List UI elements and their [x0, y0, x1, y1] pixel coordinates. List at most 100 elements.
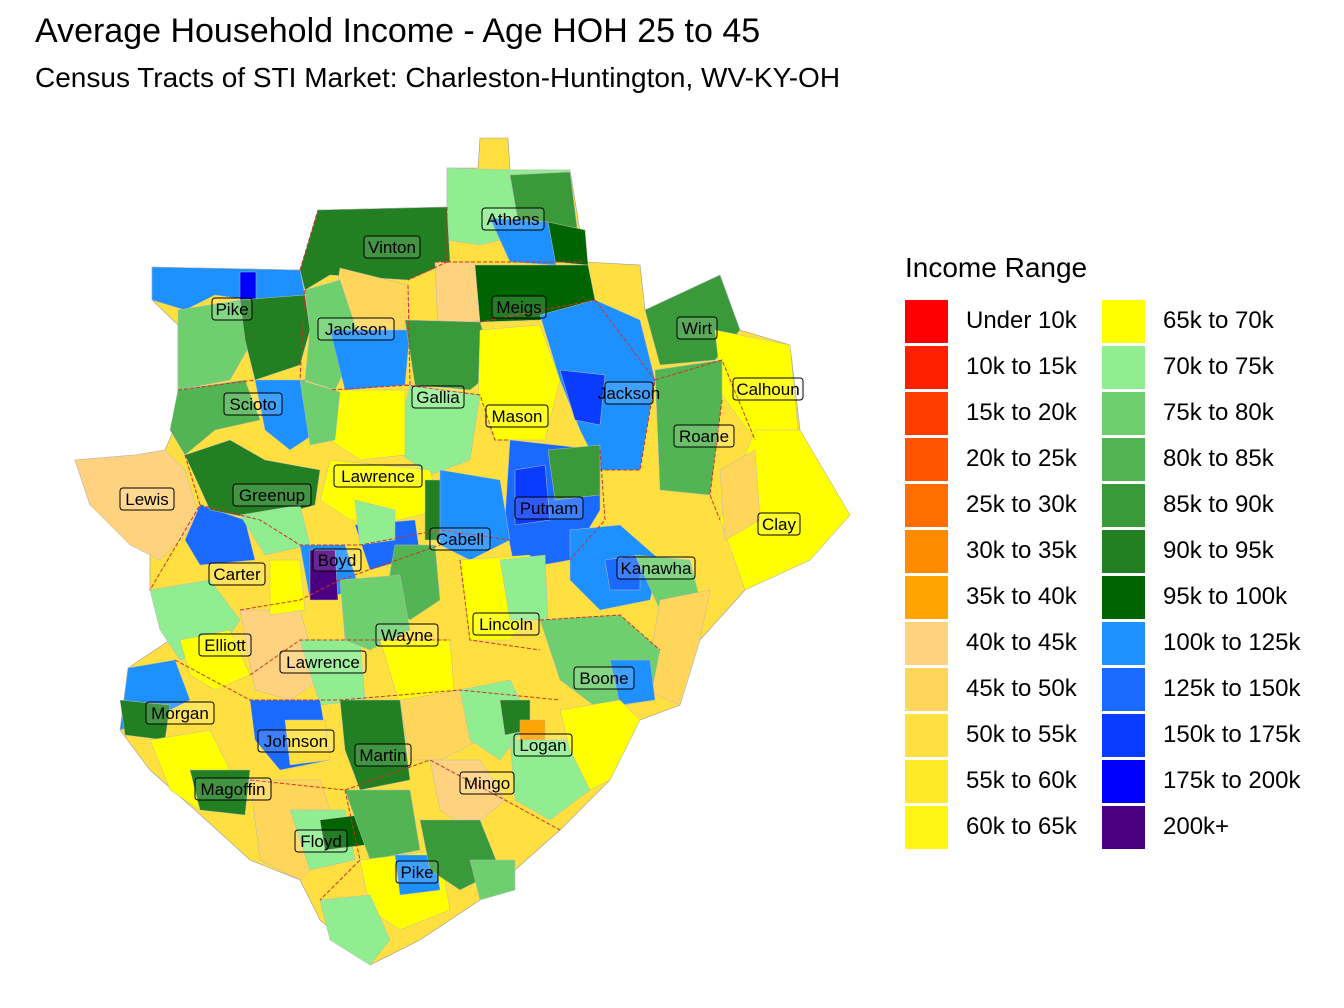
legend-swatch [905, 667, 948, 711]
county-label[interactable]: Boone [573, 666, 635, 690]
svg-text:Magoffin: Magoffin [201, 780, 266, 799]
legend-swatch [905, 391, 948, 435]
svg-text:Boone: Boone [579, 669, 628, 688]
county-label[interactable]: Boyd [312, 548, 362, 572]
county-boundaries [149, 207, 756, 901]
county-label[interactable]: Lincoln [472, 612, 540, 636]
legend-item: 70k to 75k [1102, 344, 1299, 390]
county-label[interactable]: Wirt [676, 316, 718, 340]
legend-item: 55k to 60k [905, 758, 1102, 804]
svg-text:Morgan: Morgan [151, 704, 209, 723]
legend-swatch [1102, 345, 1145, 389]
legend-label: 10k to 15k [966, 353, 1077, 380]
legend-column: 65k to 70k 70k to 75k 75k to 80k 80k to 85k… [1102, 298, 1301, 850]
legend-item: 100k to 125k [1102, 620, 1301, 666]
legend-label: 35k to 40k [966, 583, 1077, 610]
legend-columns: Under 10k 10k to 15k 15k to 20k 20k to 25k 2… [905, 298, 1335, 850]
legend-label: 125k to 150k [1163, 675, 1301, 702]
legend-swatch [905, 437, 948, 481]
county-label[interactable]: Scioto [223, 392, 283, 416]
legend-label: 40k to 45k [966, 629, 1077, 656]
legend-label: 25k to 30k [966, 491, 1077, 518]
svg-text:Wirt: Wirt [682, 319, 712, 338]
choropleth-map: Athens Vinton Pike Jackson Meigs Wirt Sc… [74, 137, 851, 966]
legend-label: 85k to 90k [1163, 491, 1274, 518]
legend-item: 25k to 30k [905, 482, 1102, 528]
svg-text:Gallia: Gallia [416, 388, 460, 407]
county-label[interactable]: Putnam [514, 496, 584, 520]
legend-label: 90k to 95k [1163, 537, 1274, 564]
county-label[interactable]: Kanawha [616, 556, 696, 580]
svg-text:Lawrence: Lawrence [286, 653, 360, 672]
county-label[interactable]: Clay [757, 512, 801, 536]
legend-item: Under 10k [905, 298, 1102, 344]
legend-item: 80k to 85k [1102, 436, 1299, 482]
county-label[interactable]: Calhoun [732, 377, 804, 401]
county-label[interactable]: Jackson [317, 317, 395, 341]
county-label[interactable]: Mason [485, 404, 549, 428]
legend-label: 70k to 75k [1163, 353, 1274, 380]
county-label[interactable]: Wayne [375, 623, 439, 647]
svg-text:Lewis: Lewis [125, 490, 168, 509]
svg-text:Lincoln: Lincoln [479, 615, 533, 634]
county-label[interactable]: Carter [208, 562, 266, 586]
legend-item: 10k to 15k [905, 344, 1102, 390]
county-label[interactable]: Gallia [411, 385, 465, 409]
legend-item: 200k+ [1102, 804, 1299, 850]
legend-label: 175k to 200k [1163, 767, 1301, 794]
legend-item: 60k to 65k [905, 804, 1102, 850]
legend-swatch [1102, 483, 1145, 527]
county-label[interactable]: Greenup [232, 483, 312, 507]
county-label[interactable]: Lawrence [333, 464, 423, 488]
legend-label: 200k+ [1163, 813, 1230, 840]
county-label[interactable]: Johnson [257, 729, 335, 753]
county-label[interactable]: Vinton [363, 235, 421, 259]
svg-text:Calhoun: Calhoun [736, 380, 799, 399]
map-title: Average Household Income - Age HOH 25 to… [35, 12, 761, 50]
county-label[interactable]: Pike [211, 297, 253, 321]
income-legend: Income Range Under 10k 10k to 15k 15k to 2… [905, 252, 1335, 850]
svg-text:Lawrence: Lawrence [341, 467, 415, 486]
legend-swatch [1102, 299, 1145, 343]
county-label[interactable]: Elliott [198, 633, 252, 657]
legend-item: 175k to 200k [1102, 758, 1301, 804]
legend-label: 65k to 70k [1163, 307, 1274, 334]
county-label[interactable]: Cabell [429, 527, 491, 551]
svg-text:Kanawha: Kanawha [621, 559, 692, 578]
county-label[interactable]: Martin [354, 743, 412, 767]
county-label[interactable]: Lewis [119, 487, 175, 511]
legend-label: 100k to 125k [1163, 629, 1301, 656]
county-label[interactable]: Lawrence [279, 650, 367, 674]
svg-text:Roane: Roane [679, 427, 729, 446]
legend-item: 15k to 20k [905, 390, 1102, 436]
county-label[interactable]: Magoffin [194, 777, 272, 801]
county-label[interactable]: Mingo [459, 771, 515, 795]
legend-item: 125k to 150k [1102, 666, 1301, 712]
county-label[interactable]: Meigs [491, 295, 547, 319]
legend-swatch [905, 575, 948, 619]
legend-label: 20k to 25k [966, 445, 1077, 472]
legend-swatch [1102, 621, 1145, 665]
legend-title: Income Range [905, 252, 1088, 283]
legend-swatch [905, 621, 948, 665]
county-label[interactable]: Roane [673, 424, 735, 448]
svg-text:Logan: Logan [519, 736, 566, 755]
svg-text:Putnam: Putnam [520, 499, 579, 518]
legend-swatch [905, 483, 948, 527]
legend-swatch [1102, 805, 1145, 849]
svg-text:Floyd: Floyd [300, 832, 342, 851]
county-label[interactable]: Pike [395, 860, 439, 884]
county-label[interactable]: Logan [513, 733, 573, 757]
county-label[interactable]: Morgan [145, 701, 215, 725]
county-label[interactable]: Athens [481, 207, 545, 231]
legend-label: 45k to 50k [966, 675, 1077, 702]
legend-item: 90k to 95k [1102, 528, 1299, 574]
county-label[interactable]: Jackson [598, 381, 660, 405]
svg-text:Martin: Martin [359, 746, 406, 765]
legend-swatch [1102, 437, 1145, 481]
legend-swatch [1102, 667, 1145, 711]
legend-label: Under 10k [966, 307, 1077, 334]
svg-text:Pike: Pike [215, 300, 248, 319]
map-subtitle: Census Tracts of STI Market: Charleston-… [35, 62, 841, 93]
county-label[interactable]: Floyd [294, 829, 348, 853]
